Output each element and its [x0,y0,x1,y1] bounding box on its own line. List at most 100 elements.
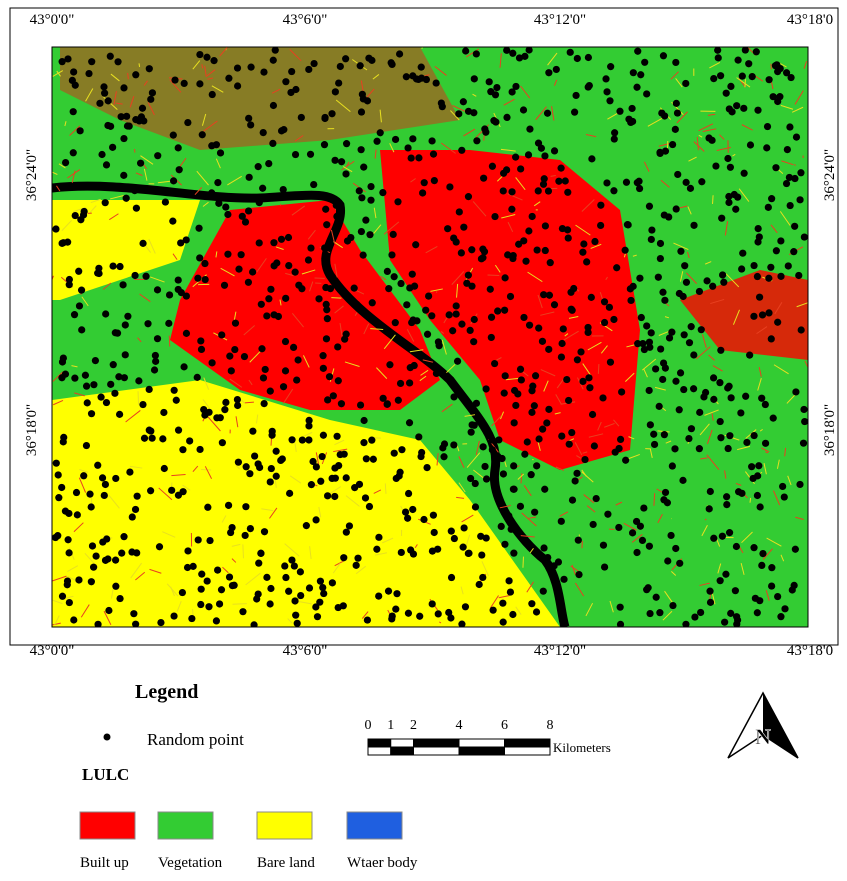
random-point [495,436,502,443]
random-point [491,213,498,220]
random-point [362,494,369,501]
longitude-label: 43°18'0 [787,643,833,659]
random-point [337,451,344,458]
random-point [154,286,161,293]
random-point [129,513,136,520]
random-point [109,262,116,269]
random-point [234,402,241,409]
random-point [441,440,448,447]
road [233,604,247,605]
random-point [719,271,726,278]
random-point [791,175,798,182]
random-point [292,269,299,276]
random-point [116,263,123,270]
random-point [601,563,608,570]
random-point [647,421,654,428]
random-point [409,271,416,278]
random-point [617,604,624,611]
random-point [356,187,363,194]
random-point [329,579,336,586]
random-point [473,50,480,57]
random-point [465,272,472,279]
random-point [231,346,238,353]
random-point [285,234,292,241]
random-point [53,460,60,467]
random-point [723,493,730,500]
random-point [698,326,705,333]
random-point [149,89,156,96]
random-point [500,170,507,177]
random-point [170,177,177,184]
road [243,544,244,558]
random-point [104,555,111,562]
random-point [62,508,69,515]
random-point [411,362,418,369]
random-point [392,136,399,143]
random-point [238,251,245,258]
random-point [602,75,609,82]
random-point [796,481,803,488]
random-point [147,96,154,103]
random-point [709,283,716,290]
random-point [765,204,772,211]
random-point [473,400,480,407]
random-point [392,319,399,326]
random-point [762,440,769,447]
random-point [281,562,288,569]
random-point [306,417,313,424]
random-point [539,338,546,345]
random-point [105,97,112,104]
random-point [216,600,223,607]
random-point [491,360,498,367]
random-point [690,385,697,392]
random-point [278,236,285,243]
random-point [768,195,775,202]
random-point [102,310,109,317]
random-point [589,411,596,418]
random-point [319,352,326,359]
random-point [643,586,650,593]
random-point [508,526,515,533]
random-point [545,69,552,76]
random-point [303,522,310,529]
random-point [716,379,723,386]
random-point [468,429,475,436]
random-point [502,372,509,379]
random-point [202,276,209,283]
road [745,79,746,87]
random-point [132,506,139,513]
random-point [391,273,398,280]
random-point [227,529,234,536]
random-point [565,397,572,404]
random-point [103,399,110,406]
random-point [80,472,87,479]
random-point [696,445,703,452]
random-point [518,376,525,383]
random-point [558,432,565,439]
random-point [425,292,432,299]
random-point [364,97,371,104]
random-point [181,80,188,87]
random-point [100,83,107,90]
random-point [321,114,328,121]
random-point [662,148,669,155]
random-point [635,178,642,185]
random-point [558,353,565,360]
random-point [500,619,507,626]
random-point [772,62,779,69]
random-point [390,231,397,238]
random-point [419,189,426,196]
random-point [748,463,755,470]
random-point [123,195,130,202]
random-point [317,578,324,585]
random-point [476,581,483,588]
random-point [733,102,740,109]
random-point [577,348,584,355]
random-point [358,228,365,235]
random-point [742,46,749,53]
random-point [319,584,326,591]
random-point [368,437,375,444]
random-point [755,225,762,232]
random-point [724,384,731,391]
